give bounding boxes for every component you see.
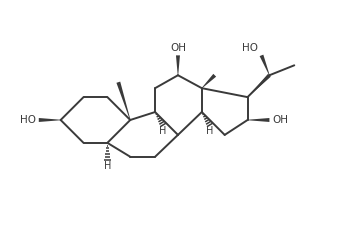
Text: H: H [104,161,111,171]
Polygon shape [202,74,216,88]
Polygon shape [260,55,270,75]
Text: H: H [206,126,214,136]
Text: OH: OH [272,115,288,125]
Polygon shape [248,118,269,122]
Text: HO: HO [243,43,258,53]
Text: OH: OH [170,43,186,53]
Text: H: H [159,126,167,136]
Polygon shape [176,55,180,75]
Polygon shape [116,82,130,120]
Text: HO: HO [20,115,36,125]
Polygon shape [247,74,271,97]
Polygon shape [39,118,61,122]
